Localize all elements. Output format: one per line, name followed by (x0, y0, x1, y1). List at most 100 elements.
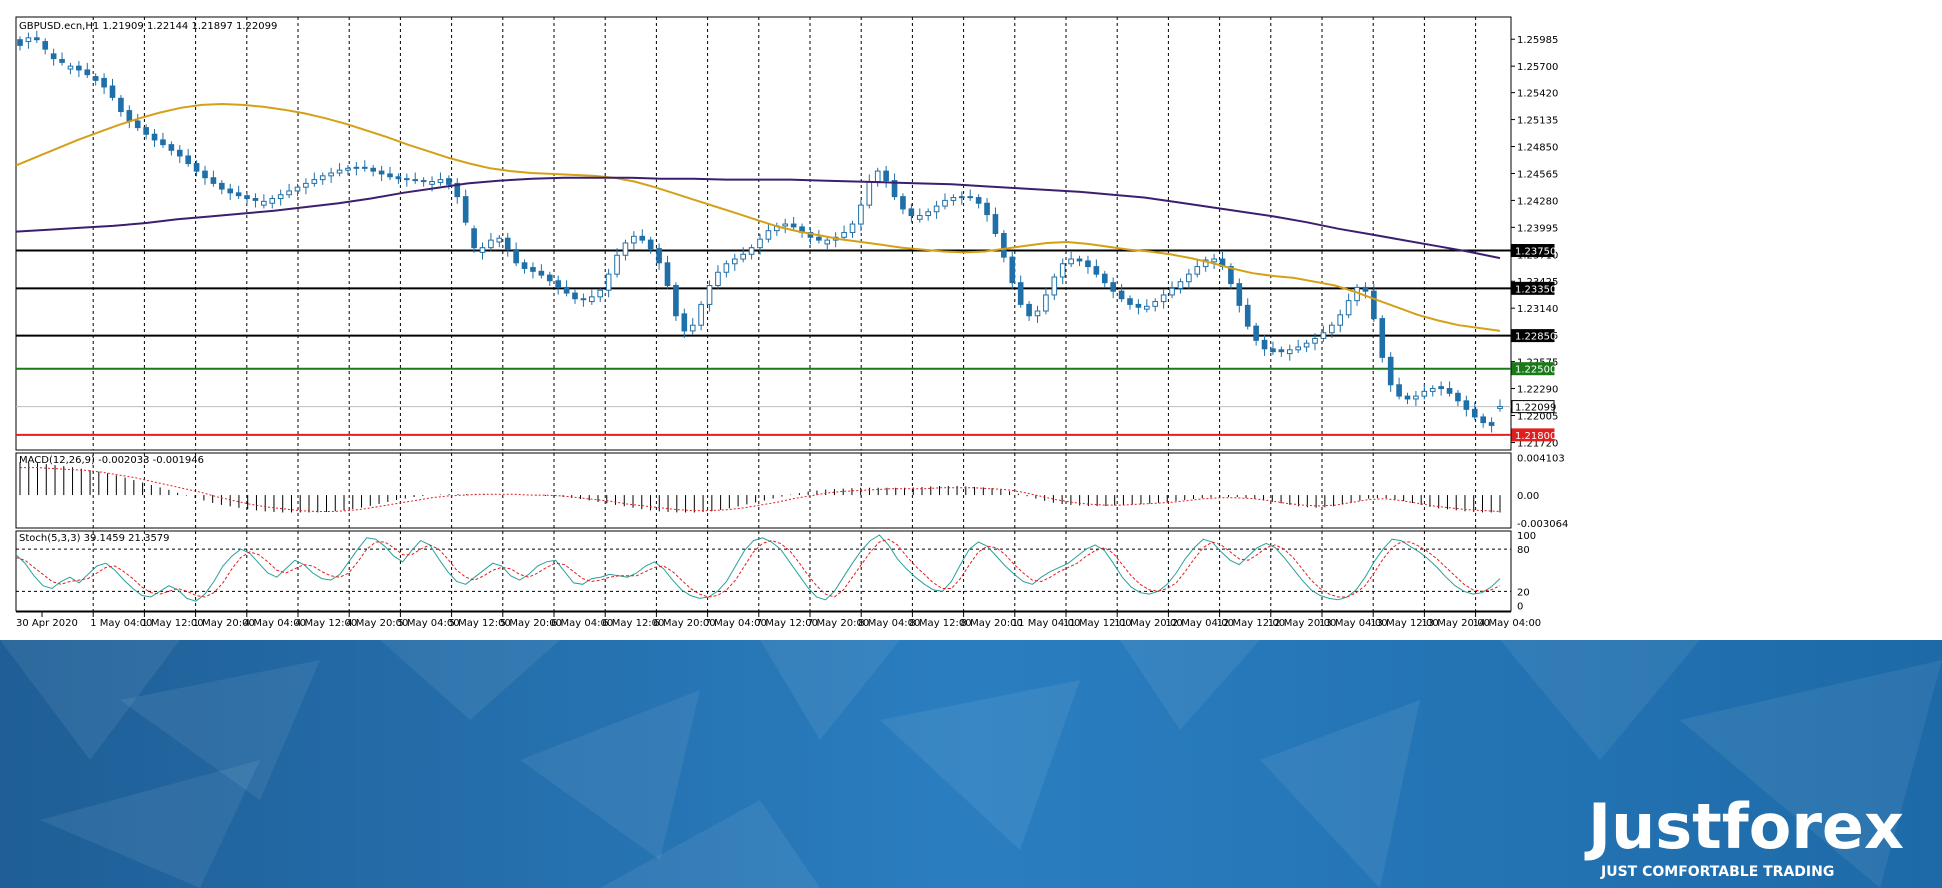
candle (900, 193, 906, 215)
y-tick-label: 1.24850 (1517, 143, 1558, 154)
stoch-tick-label: 100 (1517, 531, 1536, 542)
candle (454, 178, 461, 204)
candle (1320, 325, 1327, 342)
candle (1152, 298, 1159, 312)
banner-shape (120, 660, 320, 800)
candle (706, 280, 713, 312)
candle-body (1009, 256, 1016, 284)
candle-body (1429, 388, 1436, 392)
candle-body (353, 166, 360, 169)
x-tick-label: 13 May 20:00 (1421, 618, 1490, 629)
candle (437, 172, 444, 186)
candle-body (176, 149, 183, 157)
candle (1135, 299, 1142, 315)
candle (353, 162, 360, 176)
candle (395, 173, 402, 184)
candle (950, 194, 957, 206)
candle (530, 262, 536, 279)
candle-body (580, 298, 587, 301)
candle (50, 48, 57, 66)
grid-vertical (41, 17, 1477, 617)
x-tick-label: 5 May 04:00 (397, 618, 459, 629)
candle (1059, 258, 1066, 285)
candle (25, 32, 32, 49)
banner-shape (600, 800, 820, 888)
candle (1471, 402, 1478, 421)
candle-body (67, 65, 74, 70)
x-tick-label: 4 May 12:00 (295, 618, 357, 629)
candle-body (656, 248, 662, 264)
candle-body (513, 249, 519, 264)
candle-body (959, 196, 965, 199)
candle-body (361, 166, 368, 169)
candle-body (404, 178, 410, 181)
x-tick-label: 5 May 20:00 (500, 618, 562, 629)
candle (1278, 346, 1285, 357)
candle-body (202, 170, 208, 179)
candle-body (639, 235, 646, 241)
candle-body (1286, 349, 1293, 355)
candle-body (1312, 337, 1318, 344)
candle (328, 167, 334, 183)
x-tick-label: 13 May 04:00 (1319, 618, 1388, 629)
candle-body (454, 182, 461, 198)
candle (723, 260, 730, 278)
candle (572, 289, 578, 304)
candle-body (235, 192, 242, 197)
candle-body (1396, 384, 1402, 397)
candle (933, 200, 940, 219)
candle (67, 62, 74, 75)
candle-body (740, 253, 746, 260)
candle-body (748, 247, 755, 255)
candle-body (1362, 286, 1369, 292)
candle (597, 286, 604, 303)
candle-body (664, 262, 671, 286)
candle-body (916, 215, 923, 220)
candle-body (1413, 395, 1419, 400)
candle (563, 280, 570, 297)
candle-body (101, 77, 107, 88)
y-tick-label: 1.25700 (1517, 62, 1558, 73)
candle-body (782, 223, 789, 227)
candle (193, 160, 200, 177)
ma-slow-line (15, 176, 1501, 260)
candle-body (1244, 304, 1251, 327)
y-tick-label: 1.25985 (1517, 35, 1558, 46)
candle-body (1101, 273, 1108, 284)
candle-body (185, 155, 191, 165)
candle (1446, 381, 1453, 397)
candle (1421, 384, 1428, 400)
candle (1488, 417, 1495, 433)
candle (715, 265, 721, 289)
candle-body (1001, 233, 1007, 258)
candle (891, 173, 898, 200)
y-tick-label: 1.23995 (1517, 223, 1558, 234)
candle-body (1345, 300, 1352, 316)
candle-body (1118, 290, 1125, 300)
candle (1463, 395, 1470, 417)
candle-body (488, 239, 494, 249)
candle-body (269, 198, 276, 204)
candle (471, 225, 477, 253)
banner-shape (380, 640, 560, 720)
candle-body (1026, 303, 1032, 317)
banner-shape (880, 680, 1080, 850)
candle-body (1043, 294, 1049, 312)
candle-body (1017, 282, 1024, 305)
candle-body (261, 200, 267, 206)
level-tag-label: 1.22500 (1515, 365, 1556, 376)
banner-shape (1120, 640, 1260, 730)
candle-body (858, 204, 864, 225)
banner-shape (40, 760, 260, 888)
candle (1110, 277, 1116, 299)
candle-body (25, 37, 32, 43)
candle (824, 236, 831, 250)
candle-body (244, 195, 250, 200)
candle (731, 253, 738, 271)
x-tick-label: 7 May 04:00 (705, 618, 767, 629)
candle-body (614, 254, 620, 275)
candle-body (673, 284, 679, 317)
candle-body (319, 175, 326, 181)
